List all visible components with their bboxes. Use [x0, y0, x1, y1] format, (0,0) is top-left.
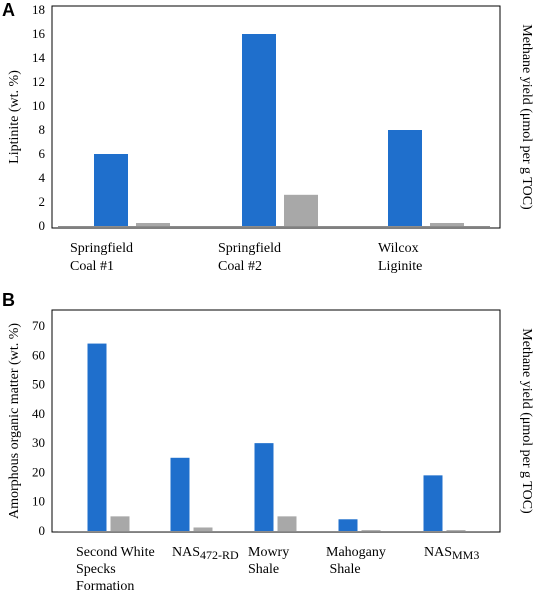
bar-series2-cat1 [110, 516, 130, 531]
category-label-line: Springfield [70, 241, 133, 256]
bar-series2-cat5 [446, 530, 466, 531]
y-tick-label: 40 [32, 406, 45, 421]
y-axis-title: Liptinite (wt. %) [7, 70, 22, 164]
bar-series1-cat5 [423, 475, 443, 531]
category-label: Mowry Shale [248, 545, 289, 577]
y-tick-label: 70 [32, 318, 45, 333]
category-label-line: Shale [326, 562, 361, 577]
y-tick-label: 14 [32, 50, 46, 65]
y-axis-title: Amorphous organic matter (wt. %) [7, 323, 22, 519]
category-label-line: Second White [76, 545, 155, 560]
panel-b: B 0 10 20 30 40 50 60 70 Second White Specks Format… [2, 290, 533, 594]
bar-series2-cat4 [361, 530, 381, 531]
y-tick-label: 20 [32, 464, 45, 479]
category-label-subscript: MM3 [452, 548, 479, 562]
bar-series1-cat3 [254, 443, 274, 531]
y2-axis-title: Methane yield (μmol per g TOC) [519, 24, 533, 210]
chart-frame [51, 5, 501, 229]
category-label-line: Mowry [248, 545, 289, 560]
y-tick-label: 10 [32, 494, 45, 509]
category-label-subscript: 472-RD [200, 548, 239, 562]
category-label: Springfield Coal #1 [70, 241, 133, 274]
bar-series1-cat2 [242, 34, 276, 226]
category-label: NAS472-RD [172, 545, 239, 562]
y2-axis-title: Methane yield (μmol per g TOC) [519, 328, 533, 514]
panel-label: B [2, 290, 15, 310]
category-label: Second White Specks Formation [76, 545, 155, 594]
bar-series2-cat2 [284, 194, 318, 226]
bar-series1-cat4 [338, 519, 358, 531]
y-tick-label: 30 [32, 435, 45, 450]
y-tick-label: 2 [39, 194, 46, 209]
y-tick-label: 18 [32, 2, 45, 17]
category-label: NASMM3 [424, 545, 479, 562]
category-label-line: Liginite [378, 259, 422, 274]
category-label: Springfield Coal #2 [218, 241, 281, 274]
category-label: Mahogany Shale [326, 545, 386, 577]
category-label-line: Coal #1 [70, 259, 114, 274]
y-tick-label: 6 [39, 146, 46, 161]
y-tick-label: 60 [32, 347, 45, 362]
bar-series1-cat3 [388, 130, 422, 226]
category-label-base: NAS [424, 545, 452, 560]
y-tick-label: 4 [39, 170, 46, 185]
bar-series1-cat1 [87, 343, 107, 531]
category-label-line: Specks [76, 562, 116, 577]
bar-series1-cat2 [170, 457, 190, 531]
category-label-line: Mahogany [326, 545, 386, 560]
y-tick-label: 50 [32, 377, 45, 392]
category-label-base: NAS [172, 545, 200, 560]
category-label: Wilcox Liginite [378, 241, 422, 274]
category-label-line: Coal #2 [218, 259, 262, 274]
y-tick-label: 10 [32, 98, 45, 113]
category-label-line: Formation [76, 579, 134, 594]
y-tick-label: 0 [39, 523, 46, 538]
bar-series2-cat3 [277, 516, 297, 531]
y-tick-label: 8 [39, 122, 46, 137]
bar-series2-cat1 [136, 223, 170, 226]
bar-series1-cat1 [94, 154, 128, 226]
bar-series2-cat2 [193, 527, 213, 531]
category-label-line: Wilcox [378, 241, 419, 256]
panel-label: A [2, 0, 15, 20]
y-tick-label: 0 [39, 218, 46, 233]
y-tick-label: 16 [32, 26, 46, 41]
bar-series2-cat3 [430, 223, 464, 226]
y-tick-label: 12 [32, 74, 45, 89]
category-label-line: Shale [248, 562, 279, 577]
category-label-line: Springfield [218, 241, 281, 256]
